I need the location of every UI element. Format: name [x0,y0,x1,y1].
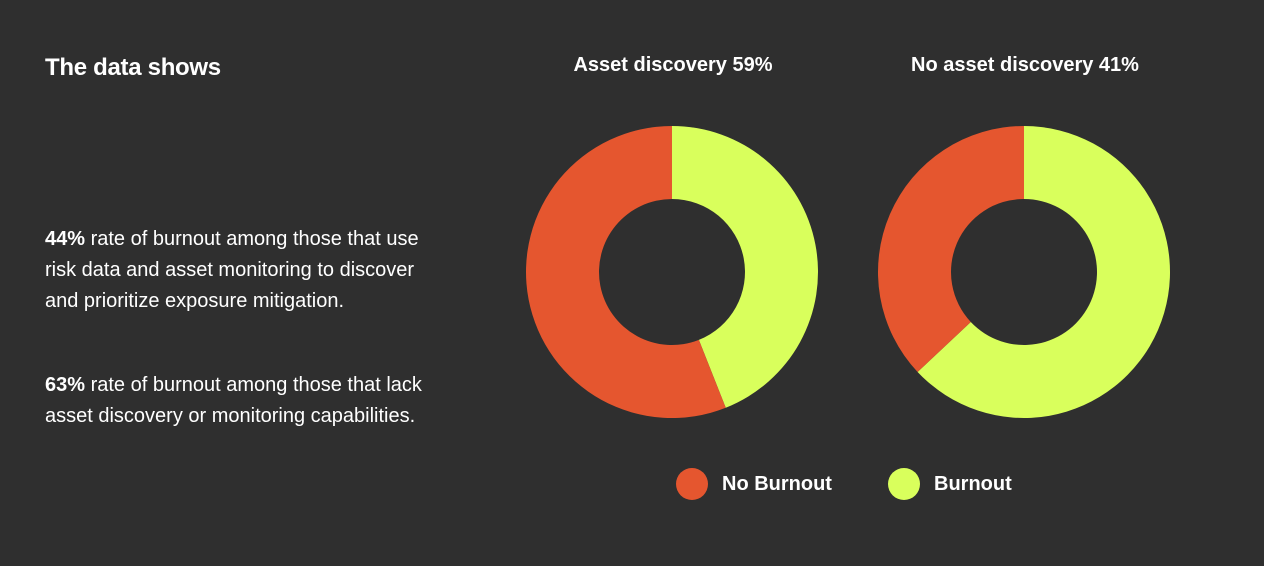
donut-slice-burnout [917,126,1170,418]
stat-text: rate of burnout among those that use ris… [45,228,419,312]
stat-paragraph-2: 63% rate of burnout among those that lac… [45,370,445,432]
legend-item-burnout: Burnout [888,468,1012,500]
legend-swatch-no-burnout [676,468,708,500]
donut-slice-no-burnout [878,126,1024,372]
legend-label: No Burnout [722,472,832,495]
chart-title-no-asset-discovery: No asset discovery 41% [911,54,1139,76]
stat-value: 63% [45,374,86,396]
chart-title-asset-discovery: Asset discovery 59% [573,54,773,76]
legend-item-no-burnout: No Burnout [676,468,832,500]
donut-slice-no-burnout [525,126,726,418]
legend-label: Burnout [934,472,1012,495]
page-title: The data shows [45,54,221,81]
stat-value: 44% [45,228,86,250]
stat-paragraph-1: 44% rate of burnout among those that use… [45,224,445,317]
legend-swatch-burnout [888,468,920,500]
stat-text: rate of burnout among those that lack as… [45,374,422,427]
donut-slice-burnout [672,126,818,408]
